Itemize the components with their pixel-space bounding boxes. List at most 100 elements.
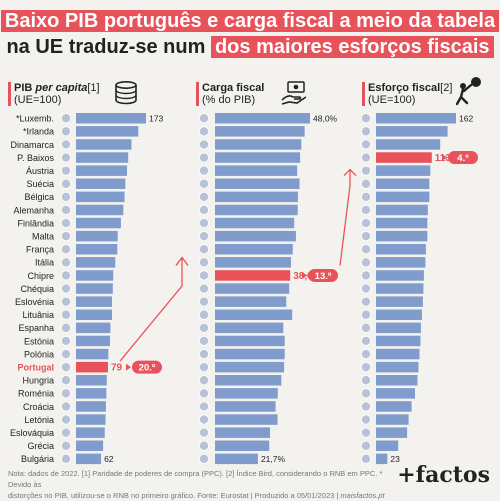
flag-icon-1-dinamarca [198,191,209,202]
flag-icon-1-p-baixos [198,309,209,320]
category-label: *Irlanda [23,127,54,137]
flag-icon-0-espanha [61,322,72,333]
bar-2-frança [376,283,424,294]
category-label: Chipre [27,271,54,281]
flag-icon-0-alemanha [61,204,72,215]
bar-1-estónia [215,375,282,386]
flag-icon-0-bulgária [61,453,72,464]
bar-0-polónia [76,348,109,360]
bar-1-bulgária [215,401,276,412]
carga-title: Carga fiscal [202,82,265,94]
flag-icon-0-croácia [61,401,72,412]
bar-2-roménia [376,348,420,360]
bar-1-chéquia [215,296,287,307]
category-label: Polónia [24,349,54,359]
value-label-1-frança: 48,0% [313,114,338,124]
flag-icon-0-suécia [61,178,72,189]
bar-2-p-baixos [376,427,408,438]
flag-icon-1-alemanha [198,231,209,242]
bar-2-itália [376,230,428,242]
flag-icon-2-grécia [360,113,371,124]
flag-icon-2-letónia [360,204,371,215]
category-label: Itália [35,258,54,268]
title-line-2-plain: na UE traduz-se num [6,36,206,58]
bar-0-grécia [76,440,104,451]
flag-icon-2-luxemburgo [360,440,371,451]
bar-1-lituânia [215,414,278,425]
flag-icon-2-alemanha [360,375,371,386]
bar-2-suécia [376,388,416,399]
flag-icon-1-irlanda [198,453,209,464]
bar-2-irlanda [376,453,388,465]
category-label: Finlândia [17,218,54,228]
category-label: Grécia [27,441,54,451]
esforco-subtitle: (UE=100) [368,94,416,106]
bar-2-finlândia [376,296,423,307]
category-label: Bélgica [24,192,54,202]
bar-0-irlanda [76,126,139,137]
rank-badge-2 [448,151,478,165]
flag-icon-1-estónia [198,375,209,386]
flag-icon-0-luxemb [61,113,72,124]
flag-icon-2-p-baixos [360,427,371,438]
bar-1-chipre [215,348,285,360]
carga-header: Carga fiscal (% do PIB) [202,82,264,106]
category-label: Letónia [24,415,54,425]
bar-2-portugal [376,152,432,163]
flag-icon-2-bélgica [360,244,371,255]
bar-0-frança [76,244,118,255]
bar-0-itália [76,257,116,268]
carga-header-accent [196,82,199,106]
category-label: Áustria [26,166,54,176]
bar-1-luxemburgo [215,217,295,229]
bar-0-alemanha [76,204,124,216]
bar-1-grécia [215,165,298,176]
flag-icon-2-estónia [360,270,371,281]
bar-1-alemanha [215,230,296,242]
pib-title-italic: per capita [35,82,88,94]
flag-icon-1-hungria [198,322,209,333]
flag-icon-0-chéquia [61,283,72,294]
flag-icon-1-malta [198,440,209,451]
flag-icon-2-espanha [360,257,371,268]
flag-icon-0-portugal [61,362,72,373]
category-label: Malta [32,232,54,242]
bar-0-croácia [76,401,106,412]
bar-1-croácia [215,257,291,268]
hand-money-icon [281,81,307,105]
value-label-0-bulgária: 62 [104,454,114,464]
bar-0-luxemb [76,113,146,124]
bar-1-frança [215,113,310,124]
flag-icon-0-eslováquia [61,427,72,438]
flag-icon-1-bélgica [198,126,209,137]
category-label: *Luxemb. [16,114,54,124]
bar-1-itália [215,178,300,189]
chart-title: Baixo PIB português e carga fiscal a mei… [0,8,500,60]
rank-arrow-head-0 [126,363,131,371]
flag-icon-0-eslovénia [61,296,72,307]
category-label: Eslovénia [15,297,54,307]
value-label-2-grécia: 162 [459,114,473,124]
bar-0-portugal [76,361,108,373]
flag-icon-1-lituânia [198,414,209,425]
flag-icon-2-áustria [360,322,371,333]
bar-1-portugal [215,270,291,281]
rank-badge-0 [132,360,162,374]
bar-0-chipre [76,270,114,281]
bar-0-p-baixos [76,152,129,163]
flag-icon-0-roménia [61,388,72,399]
category-label: Hungria [22,376,54,386]
flag-icon-2-hungria [360,178,371,189]
bar-2-chipre [376,335,421,347]
brand-logo: +factos [397,462,490,488]
bar-1-finlândia [215,152,301,163]
category-label: Lituânia [22,310,54,320]
value-label-2-irlanda: 23 [390,454,400,464]
category-label: Eslováquia [10,428,54,438]
flag-icon-1-eslovénia [198,244,209,255]
flag-icon-1-itália [198,178,209,189]
category-label: Portugal [17,363,54,373]
bar-0-lituânia [76,309,113,320]
flag-icon-2-finlândia [360,296,371,307]
flag-icon-2-malta [360,401,371,412]
